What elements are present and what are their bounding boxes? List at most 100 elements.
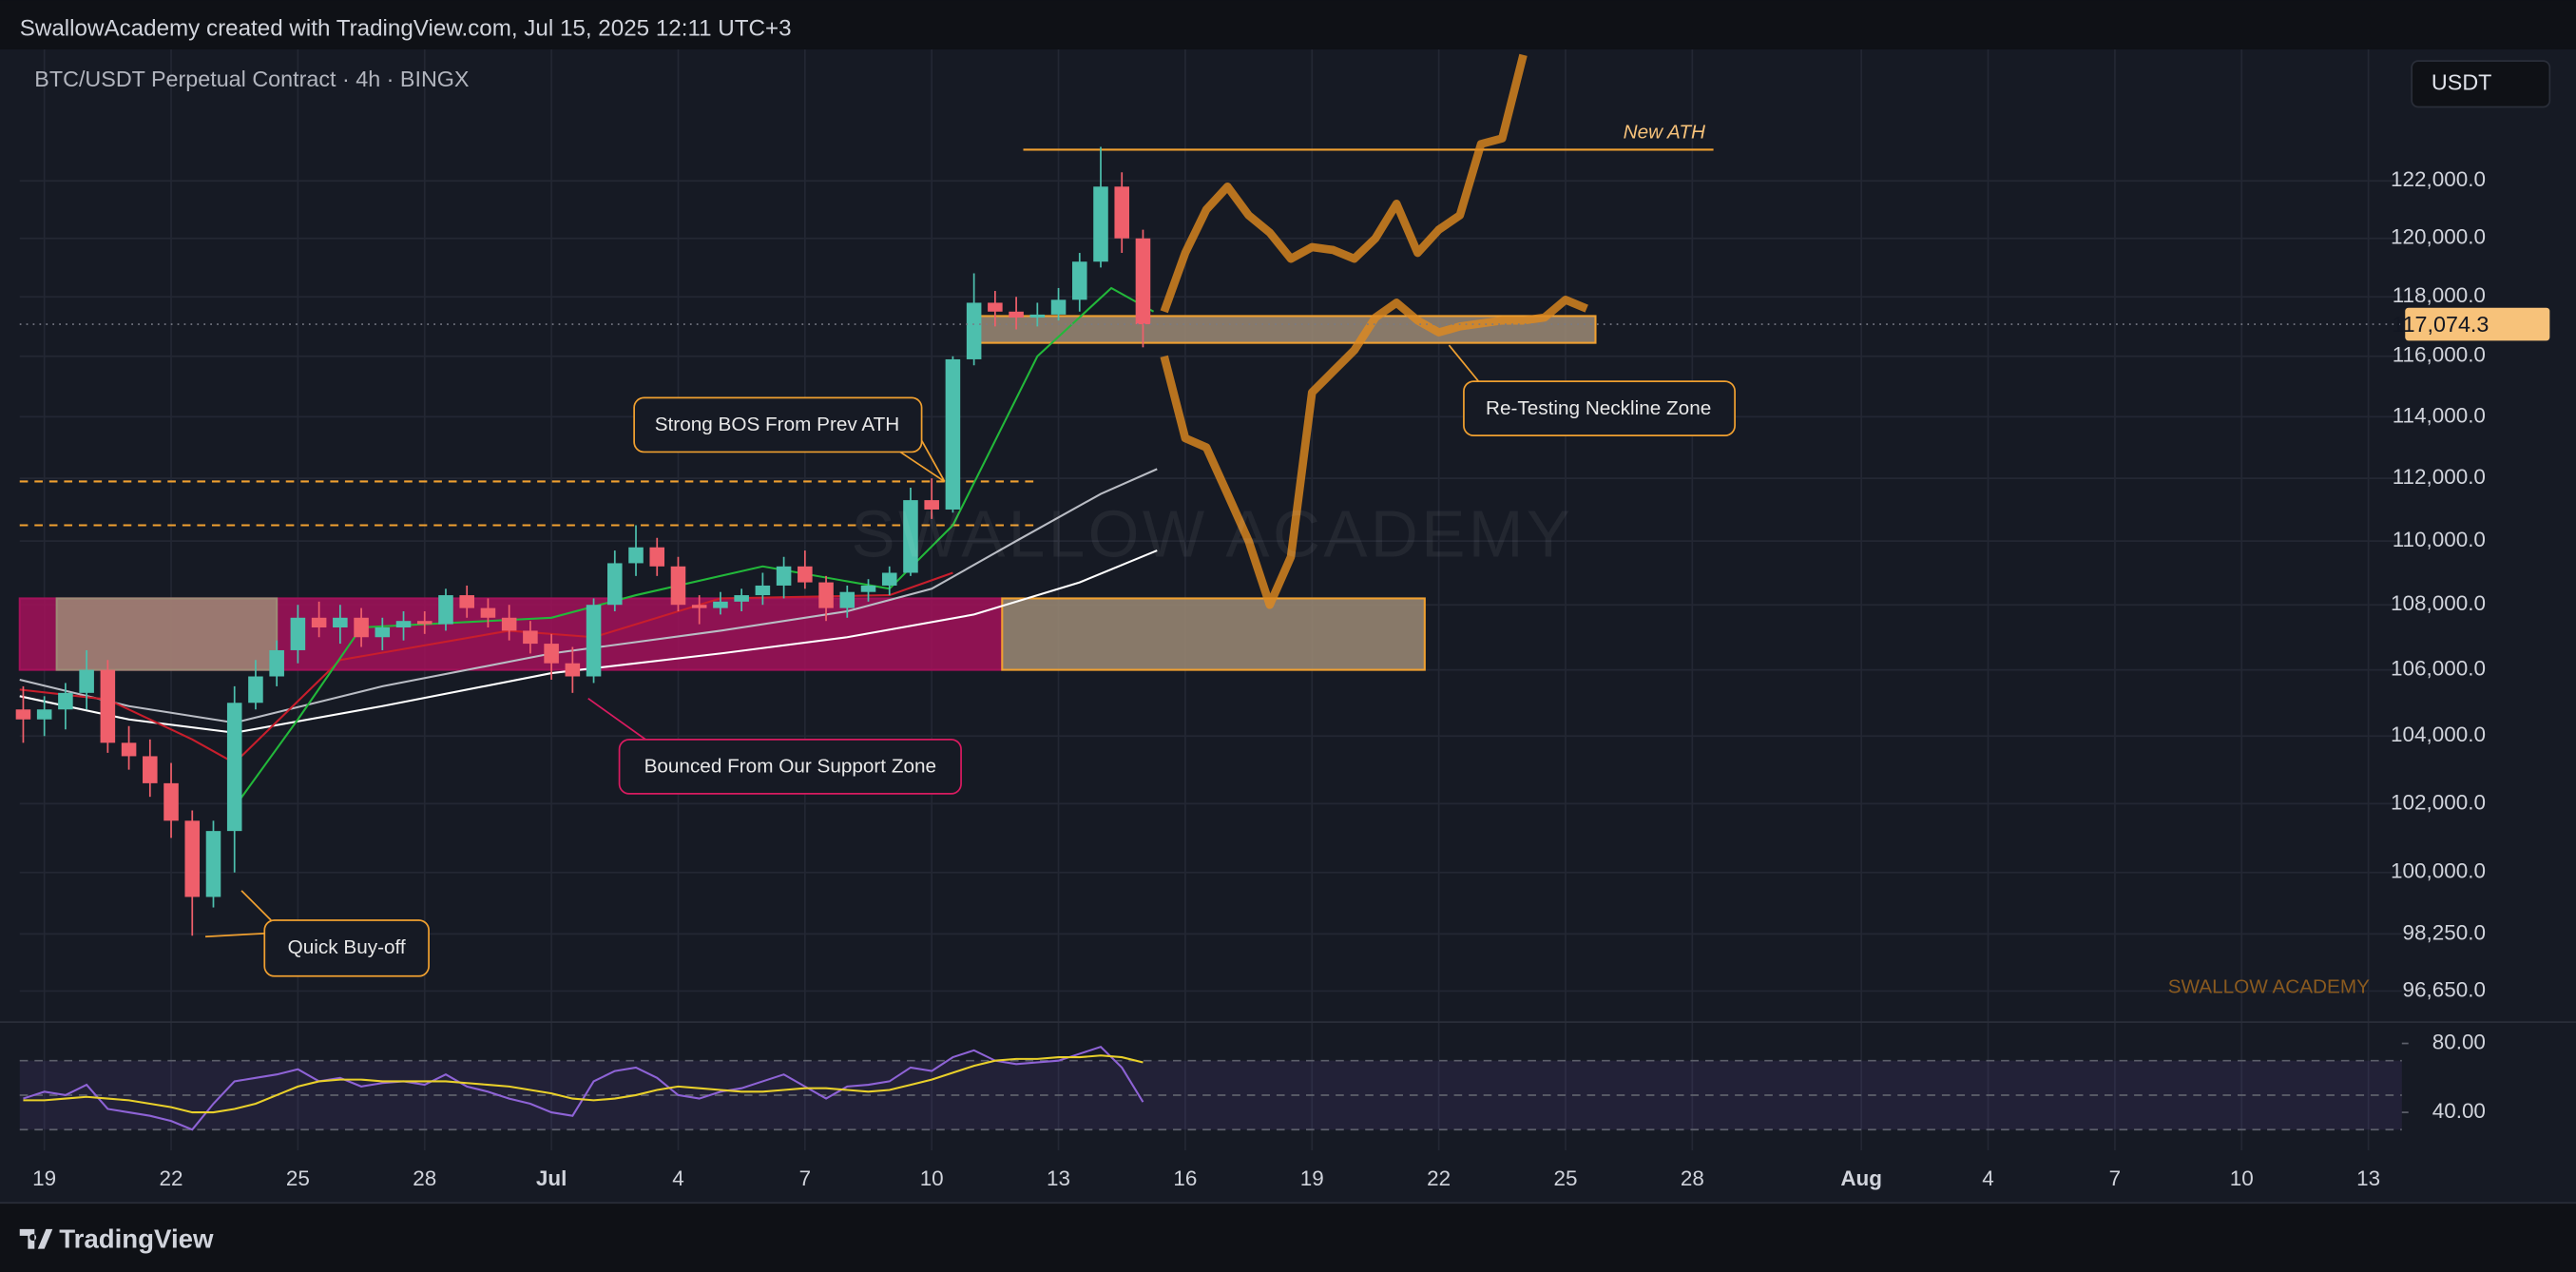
x-tick-label: 28 xyxy=(413,1166,436,1190)
candle-body xyxy=(311,617,327,628)
y-tick-label: 100,000.0 xyxy=(2391,859,2486,883)
candle-body xyxy=(438,595,453,625)
candle-body xyxy=(395,621,412,628)
last-price-tag xyxy=(2405,307,2550,341)
y-tick-label: 106,000.0 xyxy=(2391,657,2486,681)
candle-body xyxy=(818,582,834,608)
candle-body xyxy=(649,547,665,567)
candle-body xyxy=(903,500,918,573)
candle-body xyxy=(734,595,749,602)
y-tick-label: 116,000.0 xyxy=(2393,343,2486,367)
candle-body xyxy=(860,585,876,592)
candle-body xyxy=(248,676,263,703)
candle-body xyxy=(881,572,897,586)
candle-body xyxy=(480,607,496,618)
candle-body xyxy=(269,649,284,677)
x-tick-label: 13 xyxy=(1047,1166,1070,1190)
x-tick-label: 4 xyxy=(1982,1166,1994,1190)
candle-body xyxy=(121,742,137,757)
candle-body xyxy=(416,621,433,625)
x-tick-label: 25 xyxy=(1554,1166,1578,1190)
currency-label: USDT xyxy=(2432,69,2492,94)
candle-body xyxy=(1071,261,1087,300)
annotation-ath: New ATH xyxy=(1624,122,1705,144)
y-tick-label: 110,000.0 xyxy=(2393,528,2486,551)
x-tick-label: 25 xyxy=(286,1166,310,1190)
annotation-neckline: Re-Testing Neckline Zone xyxy=(1448,344,1736,437)
candle-body xyxy=(58,692,73,710)
y-tick-label: 112,000.0 xyxy=(2393,465,2486,489)
x-tick-label: 10 xyxy=(2230,1166,2254,1190)
rsi-pane xyxy=(19,1042,2409,1131)
x-tick-label: Aug xyxy=(1840,1166,1882,1190)
candle-body xyxy=(15,709,31,720)
y-tick-label: 118,000.0 xyxy=(2393,283,2486,307)
candle-body xyxy=(184,820,201,897)
y-tick-label: 102,000.0 xyxy=(2391,790,2486,814)
x-tick-label: 19 xyxy=(1300,1166,1324,1190)
rsi-tick-label: 40.00 xyxy=(2432,1099,2486,1123)
currency-button[interactable] xyxy=(2411,60,2551,108)
x-tick-label: 4 xyxy=(672,1166,684,1190)
axes: 122,000.0 120,000.0 118,000.0 116,000.0 114,… xyxy=(0,167,2576,1205)
candle-body xyxy=(1114,186,1130,239)
projection xyxy=(1160,53,1528,314)
y-tick-label: 98,250.0 xyxy=(2403,920,2486,944)
candle-body xyxy=(226,703,242,832)
candle-body xyxy=(1135,238,1151,325)
x-tick-label: 7 xyxy=(2109,1166,2122,1190)
candle-body xyxy=(755,585,771,596)
annotation-buyoff: Quick Buy-off xyxy=(204,890,430,977)
candle-body xyxy=(776,566,792,586)
annotation-bounce: Bounced From Our Support Zone xyxy=(587,697,962,795)
candle-body xyxy=(459,595,474,608)
header-title: SwallowAcademy created with TradingView.… xyxy=(20,16,792,42)
candle-body xyxy=(205,831,221,897)
marks xyxy=(15,53,2402,936)
candle-body xyxy=(586,605,602,677)
candle-body xyxy=(333,617,348,628)
x-tick-label: Jul xyxy=(536,1166,567,1190)
candle-body xyxy=(839,591,855,608)
brand-name: TradingView xyxy=(59,1224,214,1253)
watermark-small: SWALLOW ACADEMY xyxy=(2168,975,2370,997)
rsi-tick-label: 80.00 xyxy=(2432,1030,2486,1053)
candle-body xyxy=(79,669,94,693)
y-tick-label: 114,000.0 xyxy=(2393,403,2486,427)
annotation-bos: Strong BOS From Prev ATH xyxy=(633,396,946,483)
moving-average xyxy=(19,468,1158,724)
candle-body xyxy=(143,756,158,783)
moving-average xyxy=(19,549,1158,734)
y-tick-label: 104,000.0 xyxy=(2391,723,2486,746)
candle-body xyxy=(501,617,517,631)
candle-body xyxy=(1050,299,1067,315)
candle-body xyxy=(565,663,581,677)
candle-body xyxy=(290,617,306,650)
y-tick-label: 120,000.0 xyxy=(2391,225,2486,249)
symbol: BTC/USDT Perpetual Contract · 4h · BINGX xyxy=(34,67,470,91)
candle-body xyxy=(1009,311,1024,318)
candle-body xyxy=(988,302,1003,312)
candle-body xyxy=(798,566,813,583)
annotation-text: Quick Buy-off xyxy=(288,936,406,958)
x-tick-label: 13 xyxy=(2356,1166,2380,1190)
x-tick-label: 10 xyxy=(920,1166,944,1190)
zones xyxy=(18,148,1714,671)
last-price-label: 117,074.3 xyxy=(2392,312,2489,337)
projection xyxy=(1160,296,1588,609)
y-tick-label: 108,000.0 xyxy=(2391,591,2486,615)
annotation-text: Bounced From Our Support Zone xyxy=(644,756,936,778)
candle-body xyxy=(628,547,644,564)
candle-body xyxy=(691,605,707,608)
candle-body xyxy=(670,566,686,606)
rsi-ma xyxy=(23,1054,1144,1114)
y-tick-label: 96,650.0 xyxy=(2403,977,2486,1001)
x-tick-label: 28 xyxy=(1681,1166,1704,1190)
candle-body xyxy=(163,782,179,821)
candle-body xyxy=(375,627,391,638)
watermark: SWALLOW ACADEMY xyxy=(852,496,1574,570)
brand: TradingView xyxy=(19,1224,214,1253)
moving-average xyxy=(19,571,953,764)
